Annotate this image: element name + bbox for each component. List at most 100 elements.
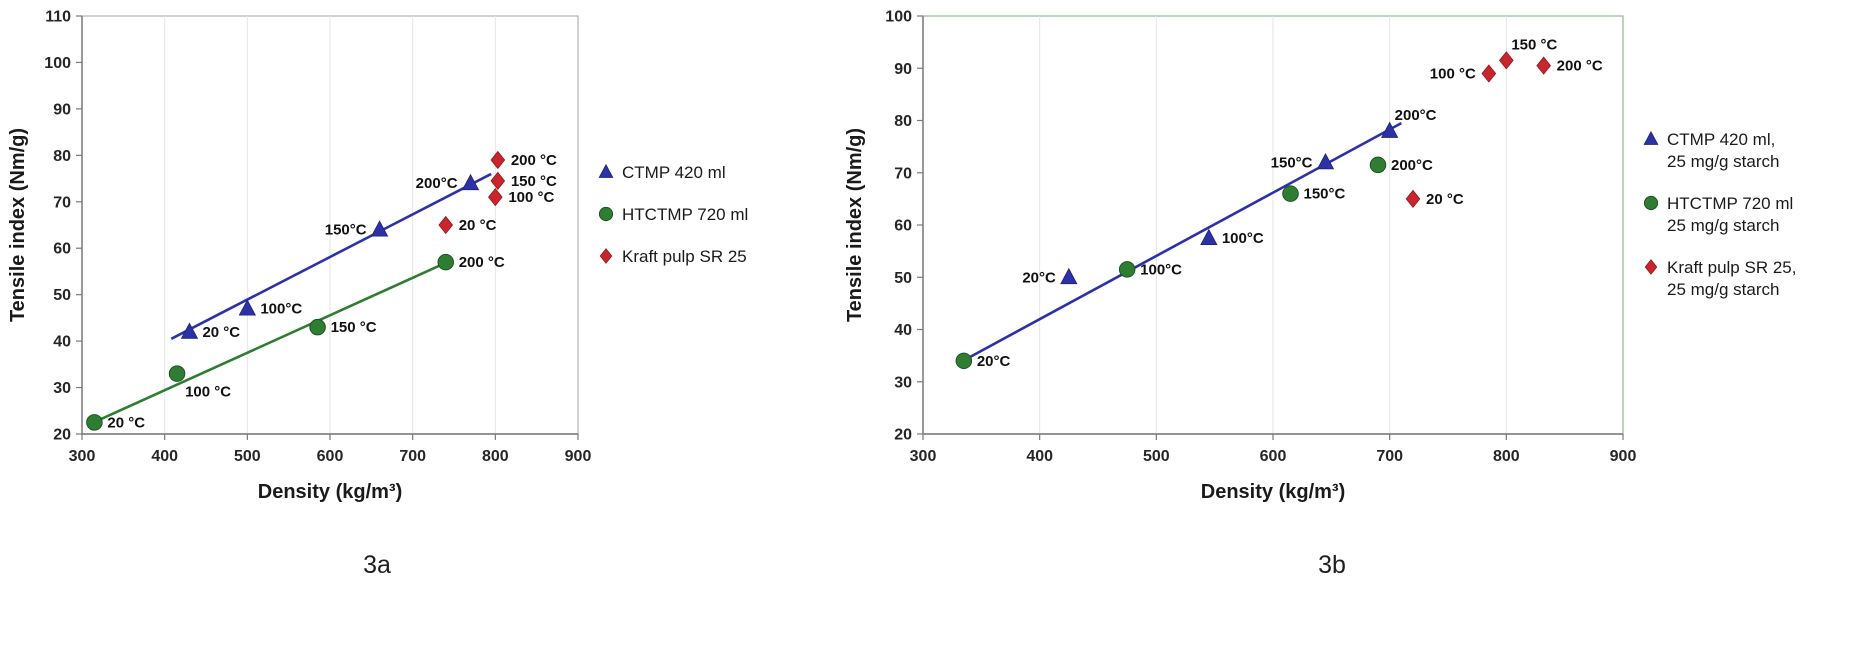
point-label: 150 °C	[331, 319, 377, 336]
x-axis-title: Density (kg/m³)	[1201, 481, 1345, 503]
y-tick-label: 60	[53, 241, 71, 258]
triangle-marker	[1060, 267, 1078, 285]
triangle-marker	[1643, 130, 1659, 145]
y-tick-label: 90	[894, 61, 912, 78]
legend-label: 25 mg/g starch	[1667, 280, 1779, 299]
x-tick-label: 500	[1143, 448, 1170, 465]
x-tick-label: 300	[69, 448, 96, 465]
diamond-marker	[488, 187, 503, 207]
triangle-marker	[238, 299, 256, 316]
point-label: 200 °C	[511, 152, 557, 169]
y-axis-title: Tensile index (Nm/g)	[7, 128, 29, 322]
point-label: 150 °C	[511, 173, 557, 190]
point-label: 200 °C	[459, 254, 505, 271]
point-label: 20 °C	[107, 414, 145, 431]
y-tick-label: 60	[894, 218, 912, 235]
point-label: 100 °C	[1430, 65, 1476, 82]
y-tick-label: 80	[53, 148, 71, 165]
point-label: 150°C	[1304, 186, 1346, 203]
y-tick-label: 100	[885, 9, 912, 26]
circle-marker	[168, 365, 186, 382]
diamond-marker	[1405, 189, 1421, 209]
y-tick-label: 90	[53, 101, 71, 118]
x-tick-label: 900	[1610, 448, 1637, 465]
x-tick-label: 700	[399, 448, 426, 465]
point-label: 100 °C	[508, 189, 554, 206]
point-label: 100°C	[260, 301, 302, 318]
legend-label: 25 mg/g starch	[1667, 152, 1779, 171]
diamond-marker	[490, 150, 506, 170]
y-tick-label: 20	[53, 427, 71, 444]
chart-3b-plot-area: 20 30 40 50 60 70 80 90 100 300 400 500 600 700 800 900…	[839, 2, 1825, 521]
figure-row: 20 30 40 50 60 70 80 90 100 110 300 400 500 600 700 800…	[2, 2, 1825, 580]
x-tick-label: 400	[151, 448, 178, 465]
trendline	[88, 258, 453, 426]
point-label: 100°C	[1222, 230, 1264, 247]
scatter-plot-3a: 20 30 40 50 60 70 80 90 100 110 300 400 500 600 700 800…	[7, 9, 748, 504]
y-tick-label: 80	[894, 113, 912, 130]
chart-3a-plot-area: 20 30 40 50 60 70 80 90 100 110 300 400 500 600 700 800…	[2, 2, 752, 521]
triangle-marker	[370, 220, 389, 237]
legend-label: CTMP 420 ml,	[1667, 130, 1775, 149]
legend-label: 25 mg/g starch	[1667, 216, 1779, 235]
point-label: 20 °C	[1426, 191, 1464, 208]
triangle-marker	[1316, 152, 1335, 170]
point-label: 200 °C	[1557, 58, 1603, 75]
triangle-marker	[1200, 228, 1218, 245]
x-tick-label: 900	[565, 448, 592, 465]
y-tick-label: 70	[894, 165, 912, 182]
legend-label: HTCTMP 720 ml	[622, 205, 748, 224]
circle-marker	[1118, 261, 1136, 278]
x-tick-label: 300	[910, 448, 937, 465]
x-tick-label: 700	[1376, 448, 1403, 465]
point-label: 20 °C	[459, 217, 497, 234]
trendline	[170, 172, 492, 340]
circle-marker	[1643, 195, 1659, 211]
circle-marker	[437, 253, 454, 271]
chart-3a: 20 30 40 50 60 70 80 90 100 110 300 400 500 600 700 800…	[2, 2, 752, 580]
circle-marker	[1369, 156, 1387, 174]
y-tick-label: 30	[53, 380, 71, 397]
point-label: 200°C	[1391, 157, 1433, 174]
diamond-marker	[1481, 64, 1497, 83]
diamond-marker	[438, 215, 454, 235]
diamond-marker	[1536, 56, 1551, 75]
y-tick-label: 40	[53, 334, 71, 351]
scatter-plot-3b: 20 30 40 50 60 70 80 90 100 300 400 500 600 700 800 900…	[844, 9, 1796, 504]
circle-marker	[598, 206, 614, 222]
triangle-marker	[1381, 121, 1399, 138]
point-label: 20°C	[977, 353, 1011, 370]
point-label: 200°C	[416, 175, 458, 192]
triangle-marker	[180, 322, 199, 339]
point-label: 100 °C	[185, 384, 231, 401]
chart-3b-caption: 3b	[1318, 551, 1346, 579]
legend-label: CTMP 420 ml	[622, 163, 726, 182]
y-tick-label: 30	[894, 374, 912, 391]
x-tick-label: 600	[1260, 448, 1287, 465]
chart-3b: 20 30 40 50 60 70 80 90 100 300 400 500 600 700 800 900…	[839, 2, 1825, 580]
y-tick-label: 20	[894, 427, 912, 444]
diamond-marker	[599, 248, 613, 264]
y-tick-label: 50	[894, 270, 912, 287]
point-label: 150°C	[1271, 154, 1313, 171]
point-label: 20°C	[1022, 269, 1056, 286]
point-label: 150 °C	[1511, 36, 1557, 53]
y-axis-title: Tensile index (Nm/g)	[844, 128, 866, 322]
x-tick-label: 800	[482, 448, 509, 465]
point-label: 150°C	[325, 222, 367, 239]
point-label: 20 °C	[202, 324, 240, 341]
y-tick-label: 50	[53, 287, 71, 304]
legend-label: Kraft pulp SR 25,	[1667, 258, 1796, 277]
y-tick-label: 40	[894, 322, 912, 339]
chart-3a-caption: 3a	[363, 551, 391, 579]
legend-label: HTCTMP 720 ml	[1667, 194, 1793, 213]
circle-marker	[86, 414, 103, 431]
circle-marker	[955, 352, 973, 370]
x-axis-title: Density (kg/m³)	[258, 481, 402, 503]
diamond-marker	[490, 171, 506, 191]
y-tick-label: 70	[53, 194, 71, 211]
diamond-marker	[1644, 259, 1658, 275]
triangle-marker	[461, 173, 480, 191]
circle-marker	[309, 318, 326, 336]
x-tick-label: 600	[317, 448, 344, 465]
